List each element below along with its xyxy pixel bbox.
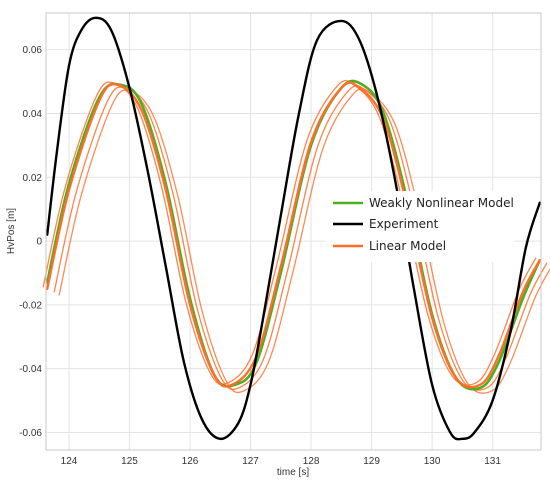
x-tick-label: 128 [303, 456, 320, 467]
plot-frame [45, 12, 542, 451]
grid [46, 13, 541, 450]
x-tick-labels: 124 125 126 127 128 129 130 131 [61, 456, 502, 467]
y-tick-label: 0 [36, 237, 42, 248]
x-tick-label: 131 [484, 456, 501, 467]
legend-label-experiment: Experiment [369, 217, 439, 231]
x-tick-label: 126 [182, 456, 199, 467]
legend-label-linear: Linear Model [369, 239, 446, 253]
x-tick-label: 125 [121, 456, 138, 467]
y-axis-label: HvPos [m] [6, 208, 17, 254]
series-layer [42, 16, 550, 441]
legend: Weakly Nonlinear Model Experiment Linear… [325, 191, 515, 262]
y-tick-label: 0.04 [23, 109, 43, 120]
y-tick-label: -0.04 [19, 364, 42, 375]
x-tick-label: 124 [61, 456, 78, 467]
y-tick-label: -0.02 [19, 300, 42, 311]
x-tick-label: 127 [242, 456, 259, 467]
y-tick-label: 0.02 [23, 173, 43, 184]
x-tick-label: 130 [424, 456, 441, 467]
experiment-line [46, 16, 541, 441]
legend-label-weakly-nonlinear: Weakly Nonlinear Model [369, 196, 514, 210]
x-tick-label: 129 [363, 456, 380, 467]
x-axis-label: time [s] [277, 467, 309, 478]
y-tick-label: -0.06 [19, 428, 42, 439]
linear-model-line [46, 81, 541, 389]
y-tick-label: 0.06 [23, 45, 43, 56]
y-tick-labels: -0.06 -0.04 -0.02 0 0.02 0.04 0.06 [19, 45, 42, 439]
